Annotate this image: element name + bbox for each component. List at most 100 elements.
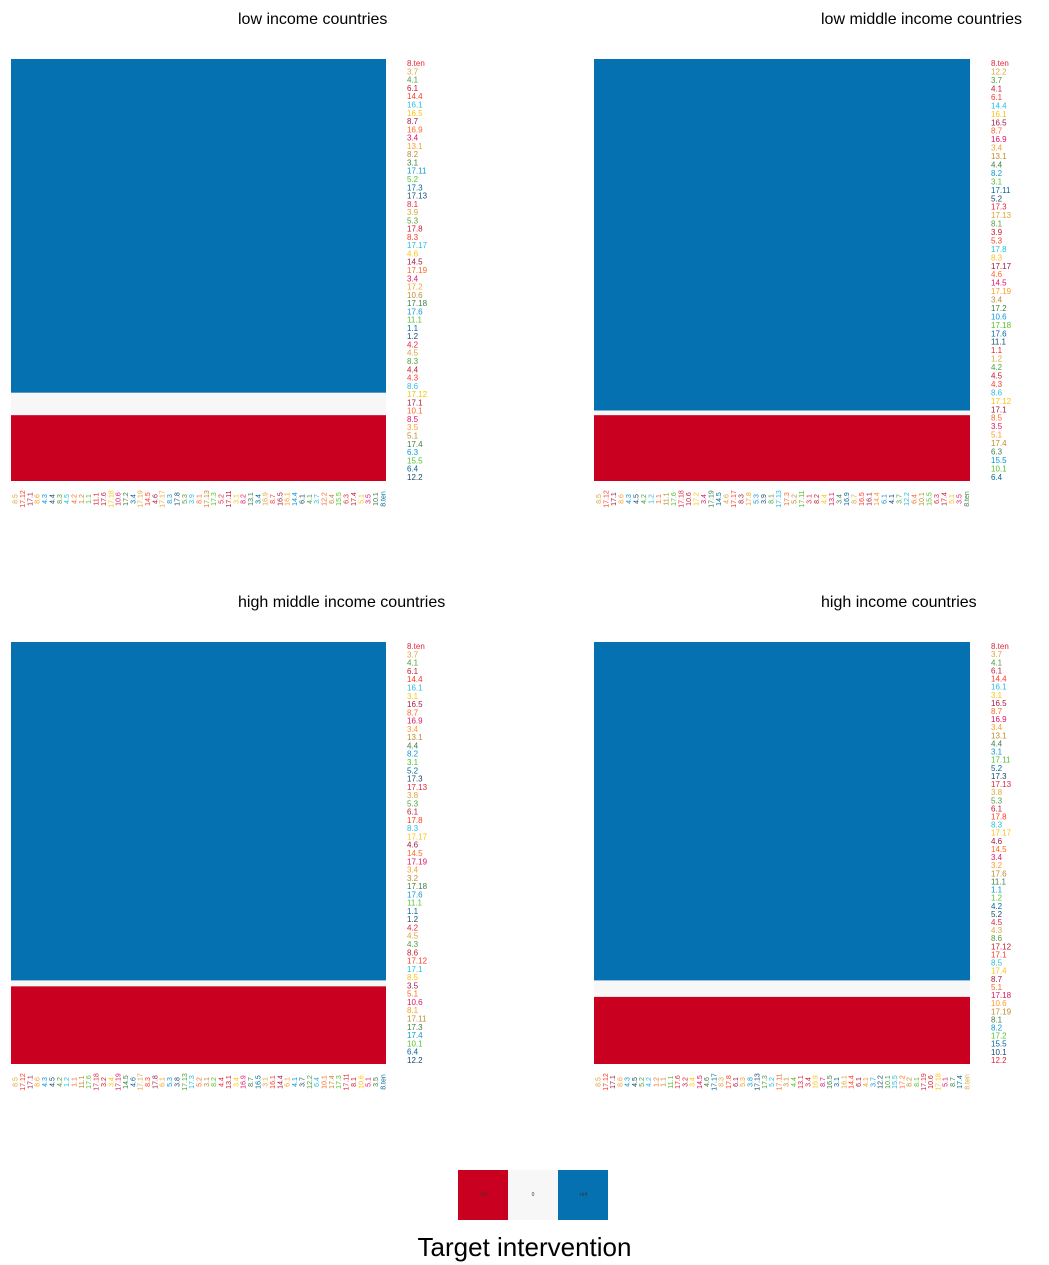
x-tick-label: 17.4 [329, 1075, 336, 1089]
x-tick-label: 14.5 [697, 1075, 704, 1089]
x-tick-label: 3.8 [747, 1077, 754, 1087]
x-tick-label: 17.3 [189, 1075, 196, 1089]
y-tick-label: 3.7 [991, 650, 1003, 659]
y-tick-label: 1.1 [991, 886, 1003, 895]
y-tick-label: 8.3 [991, 253, 1003, 262]
y-tick-label: 14.4 [407, 675, 423, 684]
y-tick-label: 3.4 [991, 144, 1003, 153]
x-tick-label: 3.7 [870, 1077, 877, 1087]
heatmap-band-1 [594, 642, 970, 981]
y-tick-label: 12.2 [991, 1056, 1007, 1065]
legend: -Inf 0 +Inf [458, 1170, 608, 1220]
y-tick-label: 8.1 [991, 1015, 1003, 1024]
y-tick-label: 17.1 [407, 398, 423, 407]
y-tick-label: 8.5 [407, 973, 419, 982]
x-tick-label: 3.5 [957, 494, 964, 504]
y-tick-label: 17.18 [407, 299, 428, 308]
y-tick-label: 10.1 [991, 464, 1007, 473]
x-tick-label: 10.1 [373, 492, 380, 506]
y-tick-label: 17.19 [407, 857, 428, 866]
y-tick-label: 8.5 [991, 414, 1003, 423]
heatmap-band-1 [594, 59, 970, 411]
y-tick-label: 14.4 [991, 675, 1007, 684]
y-tick-label: 17.17 [991, 262, 1012, 271]
y-tick-label: 17.17 [407, 241, 428, 250]
x-tick-label: 8.5 [596, 494, 603, 504]
y-tick-label: 3.1 [991, 691, 1003, 700]
x-tick-label: 5.1 [943, 1077, 950, 1087]
x-tick-label: 6.3 [934, 494, 941, 504]
x-tick-label: 3.4 [233, 1077, 240, 1087]
x-tick-label: 8.7 [950, 1077, 957, 1087]
x-tick-label: 17.8 [152, 1075, 159, 1089]
y-tick-label: 17.1 [991, 405, 1007, 414]
x-tick-label: 8.6 [617, 1077, 624, 1087]
y-tick-label: 8.1 [991, 220, 1003, 229]
y-tick-label: 16.1 [991, 110, 1007, 119]
y-tick-label: 17.8 [407, 225, 423, 234]
y-tick-label: 1.2 [407, 915, 419, 924]
y-tick-label: 3.7 [407, 67, 419, 76]
x-tick-label: 4.1 [292, 1077, 299, 1087]
x-tick-label: 8.1 [769, 494, 776, 504]
y-tick-label: 17.13 [407, 192, 428, 201]
y-tick-label: 3.4 [407, 274, 419, 283]
y-tick-label: 17.3 [407, 775, 423, 784]
x-tick-label: 17.17 [731, 490, 738, 508]
x-tick-label: 8.6 [35, 494, 42, 504]
y-tick-label: 14.5 [991, 279, 1007, 288]
y-tick-label: 4.6 [407, 249, 419, 258]
y-tick-label: 4.1 [991, 85, 1003, 94]
x-tick-label: 17.19 [709, 490, 716, 508]
y-tick-label: 6.4 [407, 465, 419, 474]
x-tick-label: 16.9 [844, 492, 851, 506]
y-tick-label: 11.1 [407, 899, 423, 908]
y-tick-label: 15.5 [991, 1040, 1007, 1049]
x-tick-label: 14.4 [849, 1075, 856, 1089]
y-tick-label: 4.2 [407, 340, 419, 349]
y-tick-label: 3.1 [407, 158, 419, 167]
y-tick-label: 11.1 [407, 316, 423, 325]
x-tick-label: 4.2 [646, 1077, 653, 1087]
x-tick-label: 8.2 [814, 494, 821, 504]
y-tick-label: 3.8 [407, 791, 419, 800]
x-tick-label: 16.1 [866, 492, 873, 506]
x-tick-label: 17.19 [921, 1073, 928, 1091]
x-tick-label: 8.3 [719, 1077, 726, 1087]
x-tick-label: 8.3 [57, 494, 64, 504]
y-tick-label: 17.19 [407, 266, 428, 275]
y-tick-label: 6.1 [407, 667, 419, 676]
y-tick-label: 10.1 [407, 1039, 423, 1048]
x-tick-label: 17.11 [799, 490, 806, 507]
y-tick-label: 10.6 [407, 998, 423, 1007]
y-tick-label: 3.5 [407, 423, 419, 432]
y-tick-label: 4.5 [991, 372, 1003, 381]
x-tick-label: 8.3 [739, 494, 746, 504]
y-tick-label: 4.6 [991, 270, 1003, 279]
y-tick-label: 4.1 [407, 76, 419, 85]
x-tick-label: 15.5 [927, 492, 934, 506]
y-tick-label: 8.5 [407, 415, 419, 424]
x-tick-label: 10.1 [885, 1075, 892, 1089]
y-tick-label: 8.5 [991, 959, 1003, 968]
x-tick-label: 16.5 [255, 1075, 262, 1089]
panel-title: low middle income countries [821, 11, 1022, 28]
y-tick-label: 17.11 [407, 1014, 427, 1023]
y-tick-label: 16.9 [991, 135, 1007, 144]
x-tick-label: 13.1 [829, 492, 836, 506]
x-tick-label: 17.1 [27, 492, 34, 506]
x-tick-label: 17.13 [204, 490, 211, 508]
y-tick-label: 8.3 [407, 233, 419, 242]
y-tick-label: 14.5 [991, 845, 1007, 854]
x-tick-label: 8.7 [851, 494, 858, 504]
x-tick-label: 1.1 [661, 1077, 668, 1087]
y-tick-label: 3.4 [407, 134, 419, 143]
y-tick-label: 17.12 [407, 957, 428, 966]
heatmap-band-3 [11, 415, 386, 481]
y-tick-label: 11.1 [991, 338, 1007, 347]
y-tick-label: 4.5 [407, 932, 419, 941]
y-tick-label: 12.2 [407, 473, 423, 482]
y-tick-label: 17.11 [991, 756, 1011, 765]
x-tick-label: 8.6 [35, 1077, 42, 1087]
x-tick-label: 5.3 [182, 494, 189, 504]
